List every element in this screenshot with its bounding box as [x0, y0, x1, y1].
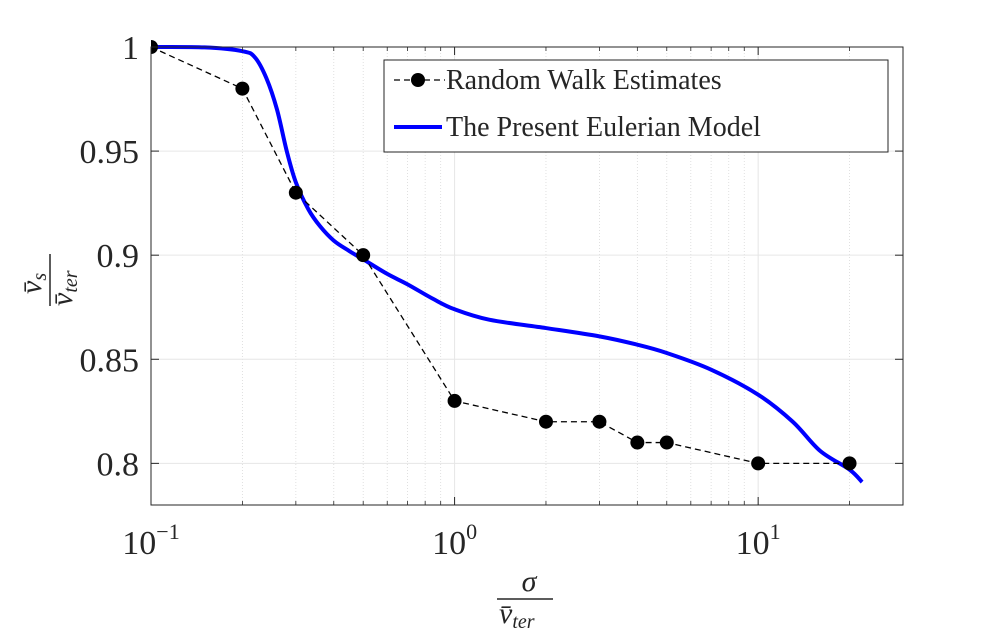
y-label-denominator: v̄ter — [46, 270, 82, 306]
eulerian-model-line — [151, 44, 864, 484]
y-axis-label: v̄s v̄ter — [15, 254, 82, 306]
y-tick-labels: 0.8 0.85 0.9 0.95 1 — [80, 30, 140, 483]
y-tick-label: 0.85 — [80, 342, 140, 379]
y-tick-label: 0.9 — [97, 238, 140, 275]
series-layer — [151, 40, 864, 484]
x-label-numerator: σ — [522, 565, 538, 598]
legend-box — [383, 59, 889, 153]
legend-random-walk-label: Random Walk Estimates — [446, 65, 722, 96]
legend-eulerian-label: The Present Eulerian Model — [446, 112, 761, 143]
x-axis-label: σ v̄ter — [497, 565, 553, 629]
random-walk-point — [447, 393, 462, 408]
x-tick-label: 100 — [432, 519, 477, 562]
x-label-denominator: v̄ter — [499, 597, 535, 629]
random-walk-point — [630, 435, 645, 450]
random-walk-point — [235, 81, 250, 96]
y-tick-label: 0.8 — [97, 446, 140, 483]
y-tick-label: 1 — [122, 30, 139, 67]
plot-frame — [150, 46, 904, 506]
grid-minor — [241, 47, 850, 505]
x-tick-label: 101 — [736, 519, 781, 562]
random-walk-point — [751, 456, 766, 471]
random-walk-point — [356, 248, 371, 263]
tick-marks — [150, 46, 903, 505]
random-walk-point — [538, 414, 553, 429]
legend: Random Walk Estimates The Present Euleri… — [383, 59, 889, 153]
x-tick-labels: 10−1 100 101 — [122, 519, 780, 562]
y-label-numerator: v̄s — [15, 273, 51, 294]
legend-random-walk-marker — [411, 73, 425, 87]
random-walk-point — [288, 185, 303, 200]
x-tick-label: 10−1 — [122, 519, 179, 562]
random-walk-point — [659, 435, 674, 450]
y-tick-label: 0.95 — [80, 134, 140, 171]
random-walk-point — [842, 456, 857, 471]
random-walk-point — [592, 414, 607, 429]
